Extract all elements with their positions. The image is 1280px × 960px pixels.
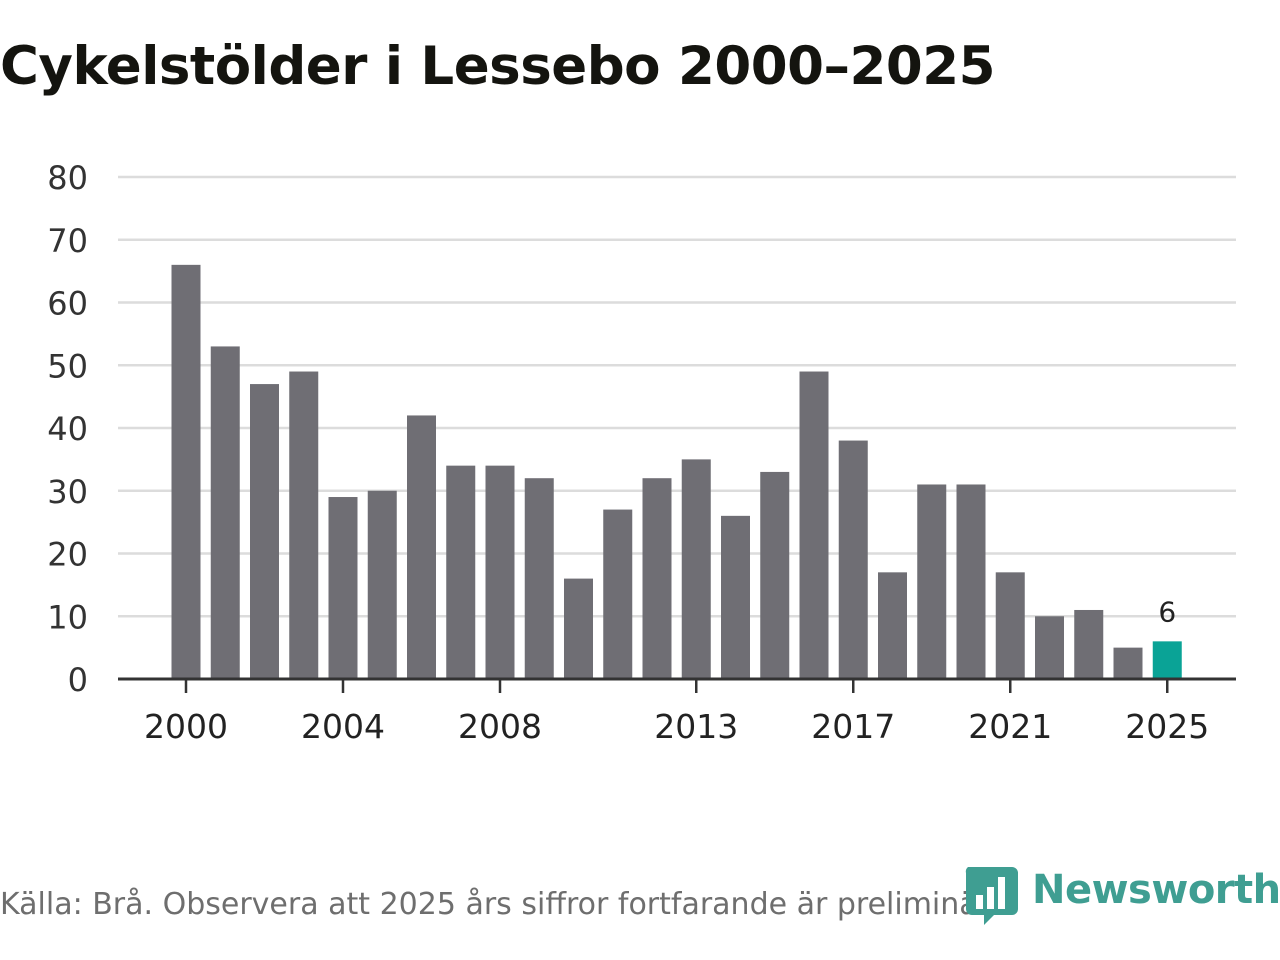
x-axis: 2000 2004 2008 2013 2017 2021 2025 [118,677,1236,746]
bar-2001 [210,346,240,679]
grid-lines [118,175,1236,618]
chart-title: Cykelstölder i Lessebo 2000–2025 [0,36,996,97]
x-tick-label: 2000 [144,707,228,746]
x-tick-label: 2017 [811,707,895,746]
y-tick-label: 60 [47,285,88,323]
y-tick-label: 0 [68,661,88,699]
logo-text: Newsworthy [1032,867,1280,913]
bar-2018 [878,572,907,679]
bar-2003 [289,371,319,679]
x-tick-label: 2008 [458,707,542,746]
y-tick-label: 50 [47,347,88,385]
bar-2011 [603,509,633,679]
bar-2000 [171,264,201,679]
bar-2012 [642,478,672,679]
source-note: Källa: Brå. Observera att 2025 års siffr… [0,887,1018,922]
bar-2004 [328,497,358,679]
bar-2017 [838,440,868,679]
bar-2005 [367,490,397,679]
bar-2023 [1074,609,1104,679]
bar-2025 [1152,641,1182,679]
bar-2016 [799,371,829,679]
bar-2015 [760,471,790,679]
bar-2007 [446,465,476,679]
bar-2024 [1113,647,1143,680]
y-tick-label: 30 [47,473,88,511]
bar-2022 [1035,616,1064,679]
bar-2008 [485,465,515,679]
bar-2014 [721,515,750,679]
bar-2009 [524,478,554,679]
x-tick-label: 2004 [301,707,385,746]
x-tick-label: 2025 [1125,707,1209,746]
y-tick-label: 80 [47,159,88,197]
bar-2013 [681,459,711,680]
y-tick-label: 70 [47,222,88,260]
bar-2020 [956,484,986,679]
y-tick-label: 40 [47,410,88,448]
bars [171,264,1182,680]
y-tick-label: 10 [47,598,88,636]
newsworthy-logo: Newsworthy [964,865,1280,927]
data-label-2025: 6 [1158,595,1176,628]
bar-2019 [917,484,947,679]
x-tick-label: 2021 [968,707,1052,746]
bar-2010 [564,578,593,679]
bar-2021 [995,572,1025,679]
data-labels: 6 [1158,595,1176,628]
bar-2002 [250,384,279,679]
x-tick-label: 2013 [654,707,738,746]
bar-2006 [407,415,436,679]
bar-chart-speech-icon [965,867,1018,925]
y-axis-ticks: 0 10 20 30 40 50 60 70 80 [47,159,88,699]
y-tick-label: 20 [47,536,88,574]
